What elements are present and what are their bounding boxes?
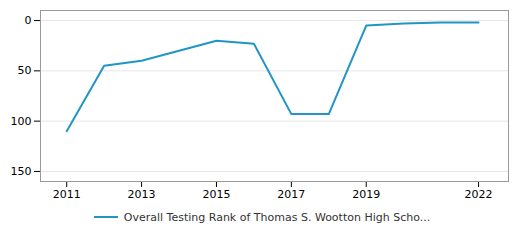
svg-text:2019: 2019 [352, 188, 380, 201]
svg-text:100: 100 [11, 115, 32, 128]
html-text:Overall Testing Rank of Thomas: Overall Testing Rank of Thomas S. Wootto… [123, 210, 431, 224]
svg-text:0: 0 [25, 14, 32, 27]
svg-text:2013: 2013 [128, 188, 156, 201]
svg-text:50: 50 [18, 64, 32, 77]
svg-text:150: 150 [11, 165, 32, 178]
svg-text:2022: 2022 [465, 188, 493, 201]
svg-text:2017: 2017 [277, 188, 305, 201]
svg-text:2011: 2011 [53, 188, 81, 201]
svg-text:2015: 2015 [202, 188, 230, 201]
